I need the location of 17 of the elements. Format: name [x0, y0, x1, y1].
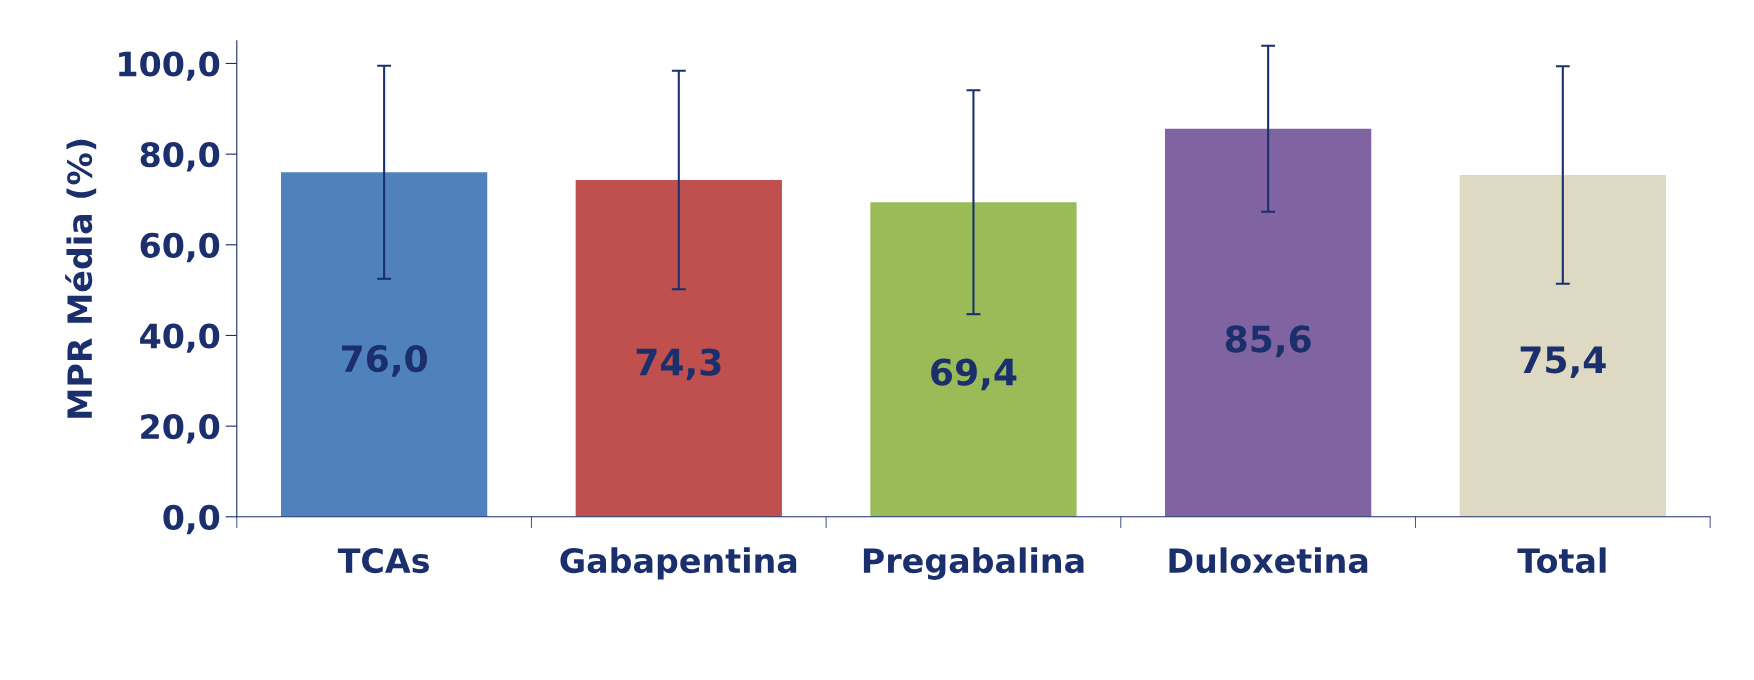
y-tick-label: 20,0: [141, 414, 220, 444]
y-tick-label: 100,0: [119, 51, 220, 81]
x-tick-label: Gabapentina: [560, 547, 797, 580]
data-label: 76,0: [341, 344, 427, 377]
y-tick-label: 0,0: [163, 504, 220, 535]
x-tick-label: Total: [1517, 547, 1606, 574]
y-tick-label: 60,0: [140, 232, 220, 263]
data-label: 85,6: [1225, 325, 1311, 358]
x-tick-label: Pregabalina: [863, 547, 1084, 580]
y-tick-label: 80,0: [140, 142, 220, 172]
y-tick-label: 40,0: [140, 323, 220, 353]
x-tick-label: Duloxetina: [1169, 547, 1368, 574]
data-label: 75,4: [1520, 346, 1606, 379]
data-label: 69,4: [931, 358, 1017, 391]
data-label: 74,3: [636, 348, 721, 381]
x-tick-label: TCAs: [337, 547, 429, 574]
y-axis-title: MPR Média (%): [65, 139, 97, 418]
